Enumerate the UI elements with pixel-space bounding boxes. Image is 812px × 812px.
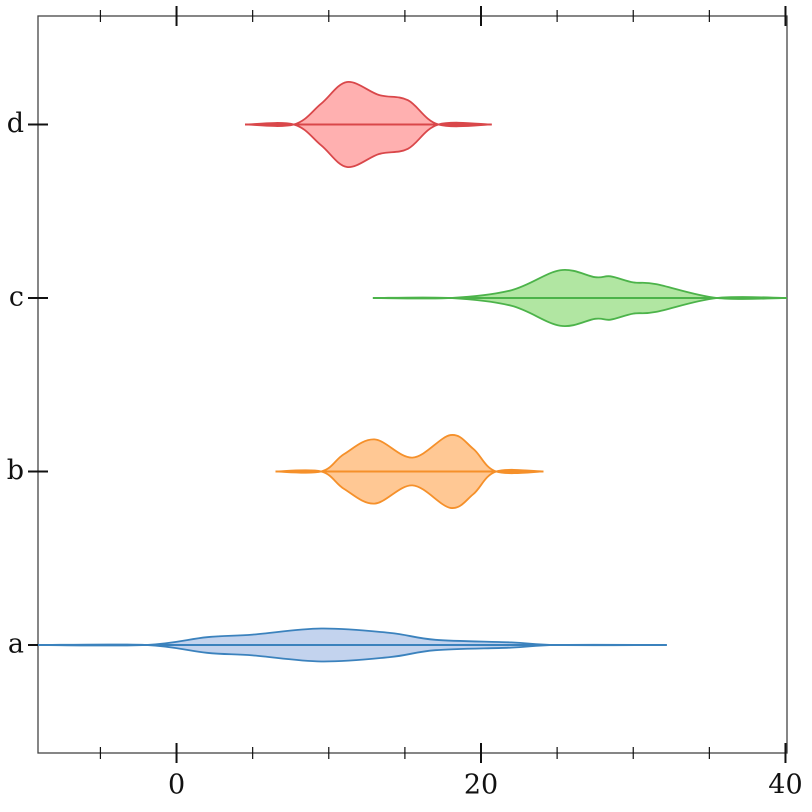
y-tick-label: a — [8, 629, 24, 660]
x-tick-label: 0 — [168, 770, 185, 801]
violin-outline — [372, 268, 788, 300]
y-tick-label: c — [9, 282, 24, 313]
violin-body — [275, 469, 544, 509]
violin-outline — [275, 468, 544, 509]
violin-body — [38, 628, 667, 646]
x-tick-label: 40 — [768, 770, 802, 801]
y-tick-label: b — [7, 455, 24, 486]
violin-outline — [245, 121, 492, 168]
violin-outline — [372, 296, 788, 328]
violin-body — [372, 296, 787, 327]
violin-body — [245, 81, 492, 127]
violin-outline — [245, 81, 492, 128]
violin-body — [38, 644, 667, 662]
x-tick-label: 20 — [464, 770, 498, 801]
violin-outline — [275, 434, 544, 475]
violin-body — [245, 122, 492, 168]
violin-body — [372, 269, 787, 300]
violin-body — [275, 434, 544, 474]
plot-frame — [37, 15, 788, 754]
y-tick-label: d — [7, 108, 24, 139]
